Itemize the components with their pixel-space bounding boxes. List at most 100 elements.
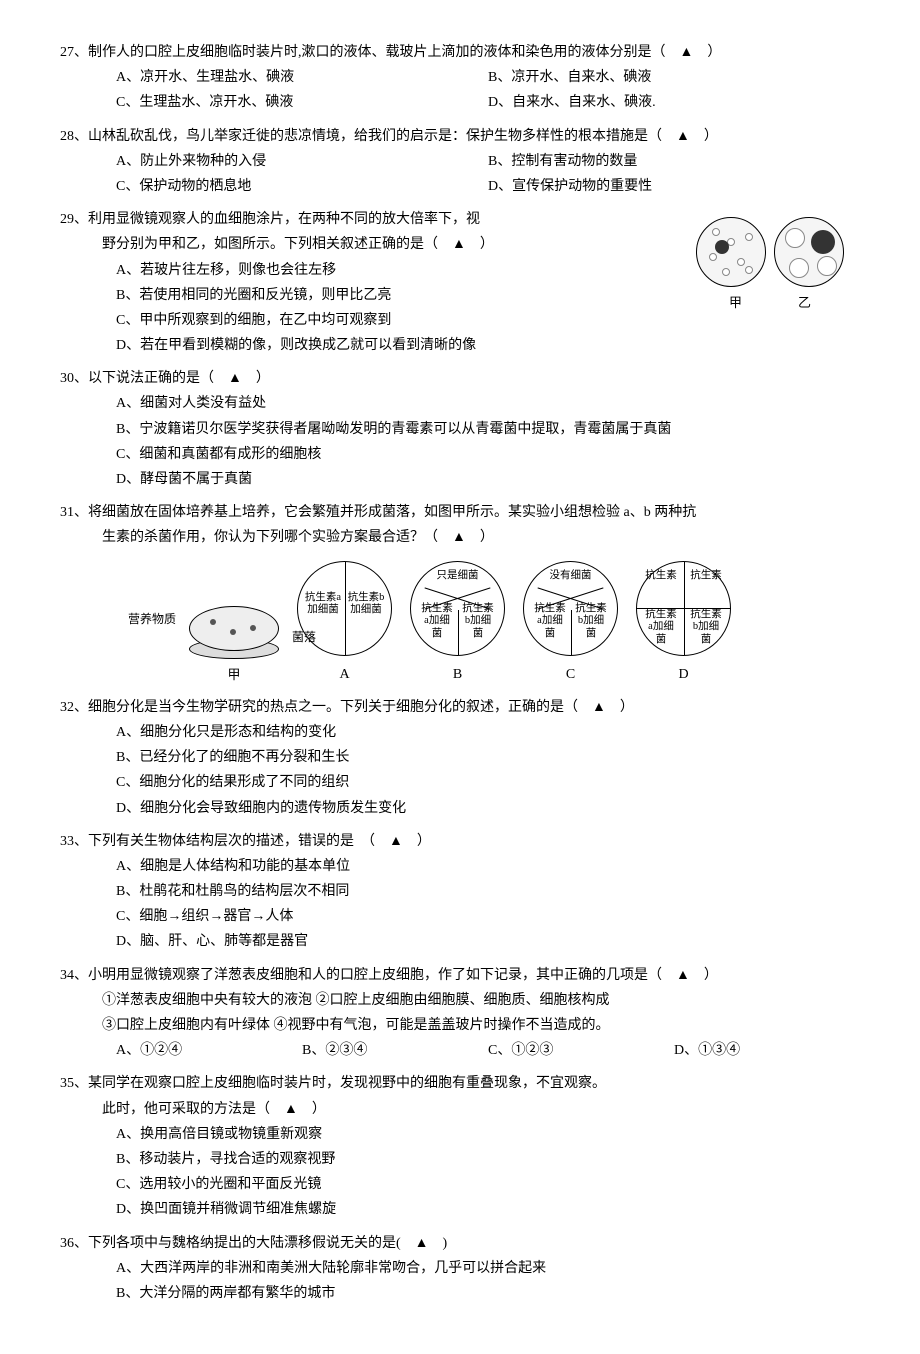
q36-optB: B、大洋分隔的两岸都有繁华的城市 [116,1281,860,1306]
circleA-left: 抗生素a加细菌 [303,592,343,617]
q28-optA: A、防止外来物种的入侵 [116,149,488,174]
q34-line2: ③口腔上皮细胞内有叶绿体 ④视野中有气泡，可能是盖盖玻片时操作不当造成的。 [60,1013,860,1038]
q35-optB: B、移动装片，寻找合适的观察视野 [116,1147,860,1172]
q29-s1: 利用显微镜观察人的血细胞涂片，在两种不同的放大倍率下，视 [88,212,480,227]
circleB-bl: 抗生素a加细菌 [419,603,455,641]
circleC-bl: 抗生素a加细菌 [532,603,568,641]
label-B: B [410,662,505,687]
circle-C: 没有细菌 抗生素a加细菌 抗生素b加细菌 [523,561,618,656]
q33-optD: D、脑、肝、心、肺等都是器官 [116,929,860,954]
label-D: D [636,662,731,687]
q28-optD: D、宣传保护动物的重要性 [488,174,860,199]
q27-optD: D、自来水、自来水、碘液. [488,90,860,115]
q30-optD: D、酵母菌不属于真菌 [116,467,860,492]
circleB-br: 抗生素b加细菌 [460,603,496,641]
q35-optC: C、选用较小的光圈和平面反光镜 [116,1172,860,1197]
question-35: 35、某同学在观察口腔上皮细胞临时装片时，发现视野中的细胞有重叠现象，不宜观察。… [60,1071,860,1222]
question-29: 29、利用显微镜观察人的血细胞涂片，在两种不同的放大倍率下，视 野分别为甲和乙，… [60,207,860,358]
q29-optB: B、若使用相同的光圈和反光镜，则甲比乙亮 [116,283,680,308]
q34-text: 小明用显微镜观察了洋葱表皮细胞和人的口腔上皮细胞，作了如下记录，其中正确的几项是… [88,968,718,983]
q35-stem2: 此时，他可采取的方法是（ ▲ ） [60,1097,860,1122]
question-28: 28、山林乱砍乱伐，鸟儿举家迁徙的悲凉情境，给我们的启示是：保护生物多样性的根本… [60,124,860,200]
circleC-br: 抗生素b加细菌 [573,603,609,641]
circleD-tl: 抗生素 [643,570,679,583]
circle-A: 抗生素a加细菌 抗生素b加细菌 [297,561,392,656]
q32-optD: D、细胞分化会导致细胞内的遗传物质发生变化 [116,796,860,821]
q35-num: 35、 [60,1076,88,1091]
q28-text: 山林乱砍乱伐，鸟儿举家迁徙的悲凉情境，给我们的启示是：保护生物多样性的根本措施是… [88,129,718,144]
view-jia [696,217,766,287]
q32-text: 细胞分化是当今生物学研究的热点之一。下列关于细胞分化的叙述，正确的是（ ▲ ） [88,700,634,715]
q29-optA: A、若玻片往左移，则像也会往左移 [116,258,680,283]
q29-stem2: 野分别为甲和乙，如图所示。下列相关叙述正确的是（ ▲ ） [60,232,680,257]
q34-optC: C、①②③ [488,1038,674,1063]
q30-optC: C、细菌和真菌都有成形的细胞核 [116,442,860,467]
circleB-top: 只是细菌 [411,570,504,583]
view-yi [774,217,844,287]
q36-optA: A、大西洋两岸的非洲和南美洲大陆轮廓非常吻合，几乎可以拼合起来 [116,1256,860,1281]
q28-num: 28、 [60,129,88,144]
question-34: 34、小明用显微镜观察了洋葱表皮细胞和人的口腔上皮细胞，作了如下记录，其中正确的… [60,963,860,1064]
circleD-br: 抗生素b加细菌 [688,609,724,647]
q32-optA: A、细胞分化只是形态和结构的变化 [116,720,860,745]
q33-text: 下列有关生物体结构层次的描述，错误的是 （ ▲ ） [88,834,431,849]
q36-num: 36、 [60,1236,88,1251]
label-A: A [297,662,392,687]
q30-optA: A、细菌对人类没有益处 [116,391,860,416]
q27-stem: 27、制作人的口腔上皮细胞临时装片时,漱口的液体、载玻片上滴加的液体和染色用的液… [60,40,860,65]
q35-stem1: 35、某同学在观察口腔上皮细胞临时装片时，发现视野中的细胞有重叠现象，不宜观察。 [60,1071,860,1096]
q29-optC: C、甲中所观察到的细胞，在乙中均可观察到 [116,308,680,333]
circle-D: 抗生素 抗生素 抗生素a加细菌 抗生素b加细菌 [636,561,731,656]
question-31: 31、将细菌放在固体培养基上培养，它会繁殖并形成菌落，如图甲所示。某实验小组想检… [60,500,860,687]
question-36: 36、下列各项中与魏格纳提出的大陆漂移假说无关的是( ▲ ) A、大西洋两岸的非… [60,1231,860,1307]
q31-s1: 将细菌放在固体培养基上培养，它会繁殖并形成菌落，如图甲所示。某实验小组想检验 a… [88,505,696,520]
circleA-right: 抗生素b加细菌 [346,592,386,617]
q29-figure: 甲 乙 [680,207,860,358]
petri-dish: 营养物质 菌落 甲 [189,606,279,686]
dish-label-jia: 甲 [189,663,279,686]
q27-num: 27、 [60,45,88,60]
q29-num: 29、 [60,212,88,227]
q30-num: 30、 [60,371,88,386]
q32-stem: 32、细胞分化是当今生物学研究的热点之一。下列关于细胞分化的叙述，正确的是（ ▲… [60,695,860,720]
q34-line1: ①洋葱表皮细胞中央有较大的液泡 ②口腔上皮细胞由细胞膜、细胞质、细胞核构成 [60,988,860,1013]
q32-num: 32、 [60,700,88,715]
q28-optB: B、控制有害动物的数量 [488,149,860,174]
label-jia: 甲 [729,291,742,314]
q33-optA: A、细胞是人体结构和功能的基本单位 [116,854,860,879]
q32-optB: B、已经分化了的细胞不再分裂和生长 [116,745,860,770]
q31-stem2: 生素的杀菌作用，你认为下列哪个实验方案最合适？（ ▲ ） [60,525,860,550]
q35-optD: D、换凹面镜并稍微调节细准焦螺旋 [116,1197,860,1222]
q35-optA: A、换用高倍目镜或物镜重新观察 [116,1122,860,1147]
q31-num: 31、 [60,505,88,520]
q36-text: 下列各项中与魏格纳提出的大陆漂移假说无关的是( ▲ ) [88,1236,447,1251]
q27-optA: A、凉开水、生理盐水、碘液 [116,65,488,90]
circleC-top: 没有细菌 [524,570,617,583]
q27-optC: C、生理盐水、凉开水、碘液 [116,90,488,115]
question-33: 33、下列有关生物体结构层次的描述，错误的是 （ ▲ ） A、细胞是人体结构和功… [60,829,860,955]
q35-s1: 某同学在观察口腔上皮细胞临时装片时，发现视野中的细胞有重叠现象，不宜观察。 [88,1076,606,1091]
q28-optC: C、保护动物的栖息地 [116,174,488,199]
label-C: C [523,662,618,687]
q36-stem: 36、下列各项中与魏格纳提出的大陆漂移假说无关的是( ▲ ) [60,1231,860,1256]
q33-num: 33、 [60,834,88,849]
nutrient-label: 营养物质 [128,609,176,631]
q34-optB: B、②③④ [302,1038,488,1063]
q29-optD: D、若在甲看到模糊的像，则改换成乙就可以看到清晰的像 [116,333,680,358]
q34-optA: A、①②④ [116,1038,302,1063]
q34-num: 34、 [60,968,88,983]
question-30: 30、以下说法正确的是（ ▲ ） A、细菌对人类没有益处 B、宁波籍诺贝尔医学奖… [60,366,860,492]
q31-figure: 营养物质 菌落 甲 抗生素a加细菌 抗生素b加细菌 A [60,561,860,687]
circleD-tr: 抗生素 [688,570,724,583]
q28-stem: 28、山林乱砍乱伐，鸟儿举家迁徙的悲凉情境，给我们的启示是：保护生物多样性的根本… [60,124,860,149]
q30-stem: 30、以下说法正确的是（ ▲ ） [60,366,860,391]
q27-optB: B、凉开水、自来水、碘液 [488,65,860,90]
q30-optB: B、宁波籍诺贝尔医学奖获得者屠呦呦发明的青霉素可以从青霉菌中提取，青霉菌属于真菌 [116,417,860,442]
question-27: 27、制作人的口腔上皮细胞临时装片时,漱口的液体、载玻片上滴加的液体和染色用的液… [60,40,860,116]
q32-optC: C、细胞分化的结果形成了不同的组织 [116,770,860,795]
circleD-bl: 抗生素a加细菌 [643,609,679,647]
label-yi: 乙 [798,291,811,314]
q27-text: 制作人的口腔上皮细胞临时装片时,漱口的液体、载玻片上滴加的液体和染色用的液体分别… [88,45,721,60]
q31-stem1: 31、将细菌放在固体培养基上培养，它会繁殖并形成菌落，如图甲所示。某实验小组想检… [60,500,860,525]
q34-stem: 34、小明用显微镜观察了洋葱表皮细胞和人的口腔上皮细胞，作了如下记录，其中正确的… [60,963,860,988]
